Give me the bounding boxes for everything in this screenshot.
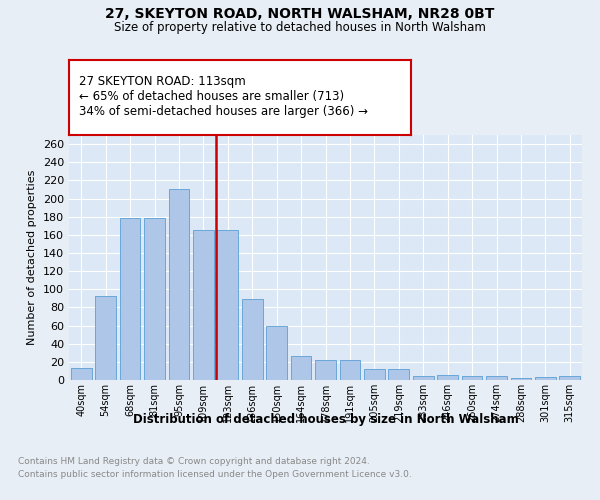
- Bar: [193, 230, 214, 380]
- Text: 27, SKEYTON ROAD, NORTH WALSHAM, NR28 0BT: 27, SKEYTON ROAD, NORTH WALSHAM, NR28 0B…: [106, 8, 494, 22]
- Text: Contains HM Land Registry data © Crown copyright and database right 2024.: Contains HM Land Registry data © Crown c…: [18, 458, 370, 466]
- Y-axis label: Number of detached properties: Number of detached properties: [28, 170, 37, 345]
- Bar: [169, 190, 190, 380]
- Bar: [486, 376, 507, 380]
- Bar: [315, 360, 336, 380]
- Bar: [461, 376, 482, 380]
- Bar: [266, 326, 287, 380]
- Bar: [364, 369, 385, 380]
- Bar: [413, 376, 434, 380]
- Text: 27 SKEYTON ROAD: 113sqm
← 65% of detached houses are smaller (713)
34% of semi-d: 27 SKEYTON ROAD: 113sqm ← 65% of detache…: [79, 75, 368, 118]
- Text: Size of property relative to detached houses in North Walsham: Size of property relative to detached ho…: [114, 22, 486, 35]
- Bar: [559, 376, 580, 380]
- Bar: [340, 360, 361, 380]
- Bar: [437, 374, 458, 380]
- Bar: [535, 378, 556, 380]
- Bar: [71, 368, 92, 380]
- Bar: [242, 299, 263, 380]
- Bar: [144, 218, 165, 380]
- Bar: [119, 218, 140, 380]
- Bar: [511, 378, 532, 380]
- Bar: [217, 230, 238, 380]
- Text: Distribution of detached houses by size in North Walsham: Distribution of detached houses by size …: [133, 412, 518, 426]
- Bar: [388, 369, 409, 380]
- Bar: [290, 356, 311, 380]
- Text: Contains public sector information licensed under the Open Government Licence v3: Contains public sector information licen…: [18, 470, 412, 479]
- Bar: [95, 296, 116, 380]
